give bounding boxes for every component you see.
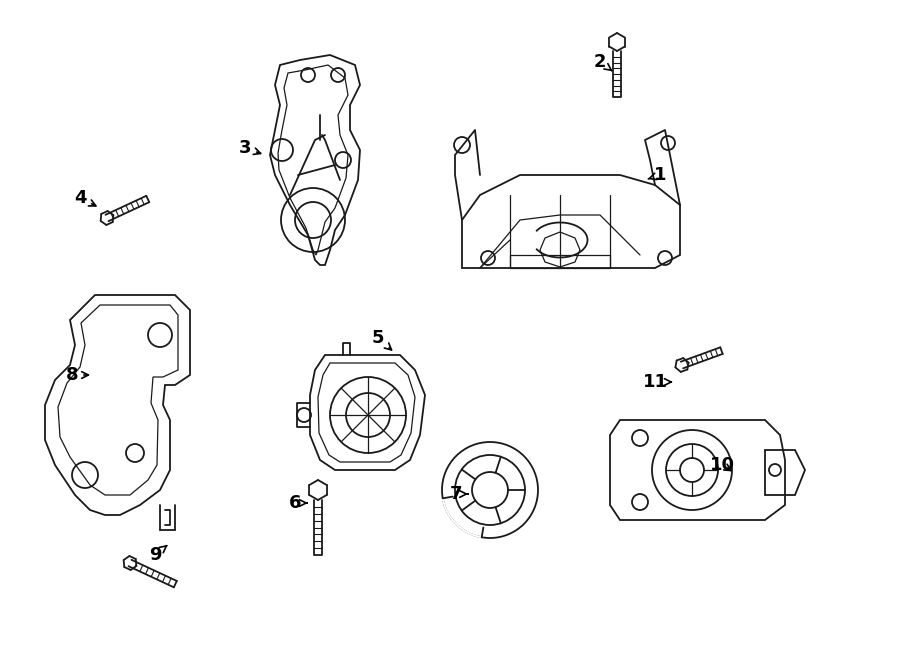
Text: 3: 3 <box>238 139 261 157</box>
Text: 10: 10 <box>709 456 734 474</box>
Text: 8: 8 <box>66 366 88 384</box>
Text: 2: 2 <box>594 53 612 71</box>
Text: 1: 1 <box>648 166 666 184</box>
Text: 7: 7 <box>450 485 468 503</box>
Text: 4: 4 <box>74 189 96 207</box>
Text: 5: 5 <box>372 329 392 350</box>
Text: 9: 9 <box>148 546 166 564</box>
Text: 11: 11 <box>643 373 671 391</box>
Text: 6: 6 <box>289 494 307 512</box>
